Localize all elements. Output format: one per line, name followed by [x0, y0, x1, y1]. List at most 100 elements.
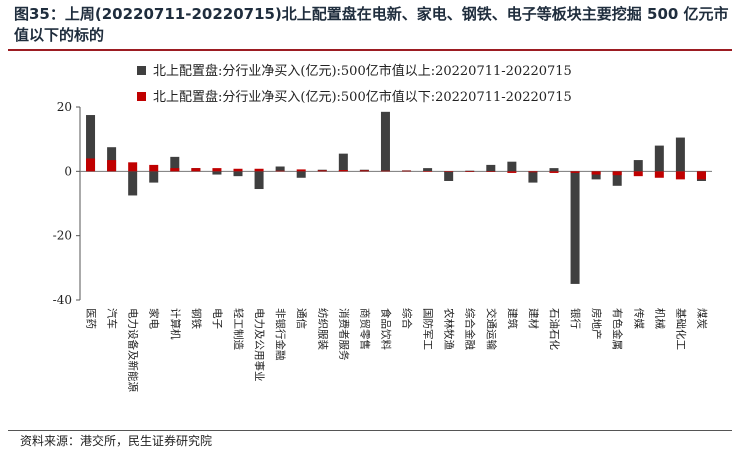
- x-tick-label: 房地产: [590, 308, 603, 340]
- bar-series-0[interactable]: [486, 164, 496, 172]
- bar-series-0[interactable]: [612, 171, 622, 186]
- bar-series-0[interactable]: [591, 171, 601, 180]
- x-tick-label: 基础化工: [674, 308, 687, 350]
- bar-series-0[interactable]: [170, 156, 180, 172]
- bar-series-0[interactable]: [465, 170, 475, 172]
- x-tick-label: 轻工制造: [232, 308, 245, 350]
- bar-series-0[interactable]: [107, 147, 117, 172]
- x-tick-label: 国防军工: [422, 308, 435, 350]
- bar-series-0[interactable]: [633, 160, 643, 172]
- footer-divider: [8, 430, 732, 431]
- y-tick-label: -40: [53, 293, 72, 307]
- x-tick-label: 建筑: [506, 308, 519, 329]
- bar-series-1[interactable]: [444, 171, 454, 172]
- x-tick-label: 消费者服务: [337, 308, 350, 361]
- bar-series-0[interactable]: [128, 171, 138, 196]
- legend: 北上配置盘:分行业净买入(亿元):500亿市值以上:20220711-20220…: [137, 63, 572, 105]
- x-tick-label: 电子: [211, 308, 224, 329]
- x-tick-label: 有色金属: [611, 308, 624, 350]
- bar-series-0[interactable]: [654, 145, 664, 172]
- bar-series-1[interactable]: [654, 171, 664, 178]
- bar-series-1[interactable]: [696, 171, 706, 180]
- bar-series-0[interactable]: [254, 171, 264, 190]
- x-tick-label: 纺织服装: [316, 308, 329, 350]
- bar-series-1[interactable]: [402, 170, 412, 172]
- bar-series-0[interactable]: [296, 171, 306, 178]
- x-tick-label: 综合: [401, 308, 414, 329]
- x-tick-label: 计算机: [169, 308, 182, 340]
- x-tick-label: 汽车: [106, 308, 119, 329]
- x-tick-label: 银行: [569, 308, 582, 329]
- x-tick-label: 电力设备及新能源: [127, 308, 140, 392]
- bar-series-1[interactable]: [591, 171, 601, 175]
- bar-series-0[interactable]: [549, 168, 559, 172]
- bar-series-1[interactable]: [507, 171, 517, 173]
- bar-series-1[interactable]: [254, 168, 264, 172]
- bar-series-1[interactable]: [486, 171, 496, 172]
- bar-series-0[interactable]: [423, 168, 433, 172]
- y-tick-label: -20: [53, 229, 72, 243]
- bar-series-0[interactable]: [338, 153, 348, 172]
- x-tick-label: 通信: [295, 308, 307, 329]
- legend-swatch-series-0[interactable]: [137, 66, 146, 75]
- bar-series-1[interactable]: [549, 171, 559, 173]
- bar-series-1[interactable]: [359, 170, 369, 172]
- x-tick-label: 农林牧渔: [443, 308, 456, 350]
- bar-series-1[interactable]: [423, 171, 433, 172]
- x-tick-label: 综合金融: [464, 308, 477, 350]
- bar-series-0[interactable]: [675, 137, 685, 172]
- bar-series-1[interactable]: [107, 160, 117, 172]
- y-tick-label: 0: [64, 164, 72, 178]
- bar-series-0[interactable]: [149, 171, 159, 183]
- x-tick-label: 商贸零售: [358, 308, 371, 350]
- bar-series-1[interactable]: [233, 168, 243, 172]
- bar-series-1[interactable]: [338, 170, 348, 172]
- bar-series-0[interactable]: [212, 171, 222, 175]
- bar-series-0[interactable]: [380, 111, 390, 172]
- bar-series-0[interactable]: [86, 115, 96, 172]
- bar-series-1[interactable]: [570, 171, 580, 173]
- bar-series-1[interactable]: [528, 171, 538, 173]
- bar-series-0[interactable]: [570, 171, 580, 284]
- bar-series-1[interactable]: [612, 171, 622, 176]
- title-divider: [8, 49, 732, 51]
- legend-label-series-1: 北上配置盘:分行业净买入(亿元):500亿市值以下:20220711-20220…: [153, 89, 572, 105]
- bars: [86, 111, 706, 284]
- bar-series-1[interactable]: [380, 170, 390, 172]
- bar-series-1[interactable]: [191, 168, 201, 172]
- x-tick-label: 石油石化: [548, 308, 561, 350]
- bar-series-1[interactable]: [633, 171, 643, 177]
- bar-series-1[interactable]: [465, 171, 475, 172]
- x-tick-label: 煤炭: [695, 308, 708, 329]
- bar-series-1[interactable]: [86, 158, 96, 172]
- bar-series-1[interactable]: [275, 170, 285, 172]
- x-tick-label: 食品饮料: [379, 308, 392, 350]
- x-tick-label: 非银行金融: [274, 308, 287, 361]
- bar-series-1[interactable]: [317, 170, 327, 172]
- x-axis-labels: 医药 汽车 电力设备及新能源 家电 计算机 钢铁 电子 轻工制造 电力及公用事业 非银行金融 通信纺…: [85, 308, 709, 392]
- bar-series-0[interactable]: [233, 171, 243, 177]
- bar-series-1[interactable]: [675, 171, 685, 180]
- bar-series-1[interactable]: [149, 164, 159, 172]
- x-tick-label: 医药: [85, 308, 97, 329]
- y-tick-label: 20: [57, 100, 72, 114]
- bar-series-0[interactable]: [444, 171, 454, 181]
- legend-label-series-0: 北上配置盘:分行业净买入(亿元):500亿市值以上:20220711-20220…: [153, 63, 572, 79]
- bar-series-1[interactable]: [170, 168, 180, 172]
- bar-series-1[interactable]: [212, 168, 222, 172]
- x-tick-label: 机械: [653, 308, 666, 329]
- y-axis: 20 0 -20 -40: [53, 100, 712, 307]
- x-tick-label: 交通运输: [485, 308, 498, 350]
- x-tick-label: 建材: [527, 308, 540, 329]
- bar-series-1[interactable]: [128, 162, 138, 172]
- x-tick-label: 钢铁: [190, 308, 203, 329]
- bar-series-0[interactable]: [275, 166, 285, 172]
- source-note: 资料来源：港交所，民生证券研究院: [20, 434, 213, 448]
- legend-swatch-series-1[interactable]: [137, 92, 146, 101]
- bar-series-1[interactable]: [296, 169, 306, 172]
- x-tick-label: 传媒: [632, 308, 645, 329]
- bar-series-0[interactable]: [528, 171, 538, 183]
- chart-title: 图35：上周(20220711-20220715)北上配置盘在电新、家电、钢铁、…: [14, 5, 729, 44]
- bar-series-0[interactable]: [507, 161, 517, 172]
